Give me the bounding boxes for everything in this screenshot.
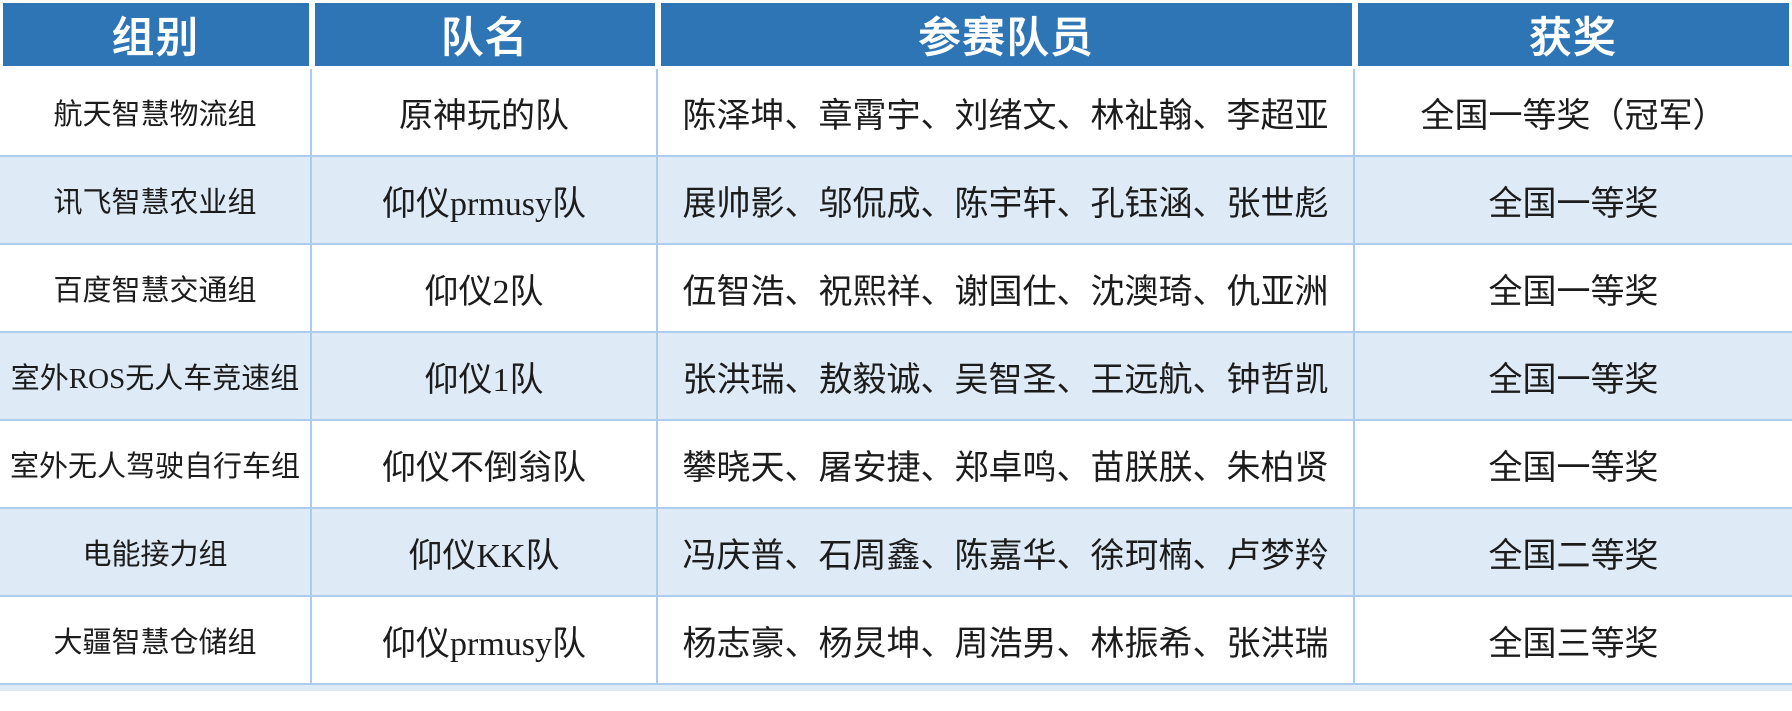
- header-row: 组别 队名 参赛队员 获奖: [0, 0, 1792, 69]
- team-cell: 仰仪prmusy队: [312, 157, 658, 245]
- team-cell: 仰仪1队: [312, 333, 658, 421]
- table-row: 室外无人驾驶自行车组 仰仪不倒翁队 攀晓天、屠安捷、郑卓鸣、苗朕朕、朱柏贤 全国…: [0, 421, 1792, 509]
- group-cell: 大疆智慧仓储组: [0, 597, 312, 685]
- team-cell: 仰仪2队: [312, 245, 658, 333]
- group-cell: 百度智慧交通组: [0, 245, 312, 333]
- table-header: 组别 队名 参赛队员 获奖: [0, 0, 1792, 69]
- members-cell: 攀晓天、屠安捷、郑卓鸣、苗朕朕、朱柏贤: [658, 421, 1355, 509]
- team-cell: 仰仪prmusy队: [312, 597, 658, 685]
- next-row-sliver: [0, 685, 1792, 691]
- column-header-team: 队名: [312, 0, 658, 69]
- award-cell: 全国一等奖: [1355, 421, 1792, 509]
- team-cell: 仰仪不倒翁队: [312, 421, 658, 509]
- table-row: 室外ROS无人车竞速组 仰仪1队 张洪瑞、敖毅诚、吴智圣、王远航、钟哲凯 全国一…: [0, 333, 1792, 421]
- group-cell: 室外无人驾驶自行车组: [0, 421, 312, 509]
- members-cell: 陈泽坤、章霄宇、刘绪文、林祉翰、李超亚: [658, 69, 1355, 157]
- group-cell: 讯飞智慧农业组: [0, 157, 312, 245]
- table-row: 电能接力组 仰仪KK队 冯庆普、石周鑫、陈嘉华、徐珂楠、卢梦羚 全国二等奖: [0, 509, 1792, 597]
- table-row: 航天智慧物流组 原神玩的队 陈泽坤、章霄宇、刘绪文、林祉翰、李超亚 全国一等奖（…: [0, 69, 1792, 157]
- award-cell: 全国三等奖: [1355, 597, 1792, 685]
- table-row: 大疆智慧仓储组 仰仪prmusy队 杨志豪、杨炅坤、周浩男、林振希、张洪瑞 全国…: [0, 597, 1792, 685]
- table-row: 百度智慧交通组 仰仪2队 伍智浩、祝熙祥、谢国仕、沈澳琦、仇亚洲 全国一等奖: [0, 245, 1792, 333]
- group-cell: 室外ROS无人车竞速组: [0, 333, 312, 421]
- group-cell: 航天智慧物流组: [0, 69, 312, 157]
- column-header-award: 获奖: [1355, 0, 1792, 69]
- column-header-members: 参赛队员: [658, 0, 1355, 69]
- award-cell: 全国一等奖: [1355, 157, 1792, 245]
- members-cell: 杨志豪、杨炅坤、周浩男、林振希、张洪瑞: [658, 597, 1355, 685]
- award-cell: 全国二等奖: [1355, 509, 1792, 597]
- members-cell: 展帅影、邬侃成、陈宇轩、孔钰涵、张世彪: [658, 157, 1355, 245]
- team-cell: 仰仪KK队: [312, 509, 658, 597]
- award-table: 组别 队名 参赛队员 获奖 航天智慧物流组 原神玩的队 陈泽坤、章霄宇、刘绪文、…: [0, 0, 1792, 685]
- team-cell: 原神玩的队: [312, 69, 658, 157]
- members-cell: 冯庆普、石周鑫、陈嘉华、徐珂楠、卢梦羚: [658, 509, 1355, 597]
- award-cell: 全国一等奖: [1355, 333, 1792, 421]
- members-cell: 张洪瑞、敖毅诚、吴智圣、王远航、钟哲凯: [658, 333, 1355, 421]
- group-cell: 电能接力组: [0, 509, 312, 597]
- column-header-group: 组别: [0, 0, 312, 69]
- award-cell: 全国一等奖（冠军）: [1355, 69, 1792, 157]
- award-cell: 全国一等奖: [1355, 245, 1792, 333]
- table-row: 讯飞智慧农业组 仰仪prmusy队 展帅影、邬侃成、陈宇轩、孔钰涵、张世彪 全国…: [0, 157, 1792, 245]
- table-body: 航天智慧物流组 原神玩的队 陈泽坤、章霄宇、刘绪文、林祉翰、李超亚 全国一等奖（…: [0, 69, 1792, 685]
- members-cell: 伍智浩、祝熙祥、谢国仕、沈澳琦、仇亚洲: [658, 245, 1355, 333]
